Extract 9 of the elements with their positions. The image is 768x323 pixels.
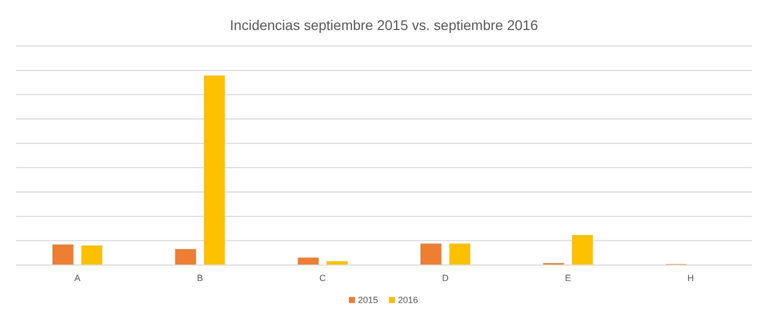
legend-label: 2016 [398, 295, 418, 305]
x-tick-label: A [74, 273, 80, 283]
x-tick-label: H [687, 273, 694, 283]
chart-title: Incidencias septiembre 2015 vs. septiembre 2016 [230, 17, 538, 33]
x-tick-label: B [196, 273, 204, 283]
x-tick-label: C [319, 273, 326, 283]
legend-label: 2015 [358, 295, 378, 305]
x-tick-label: E [564, 273, 572, 283]
x-tick-label: D [442, 273, 450, 283]
